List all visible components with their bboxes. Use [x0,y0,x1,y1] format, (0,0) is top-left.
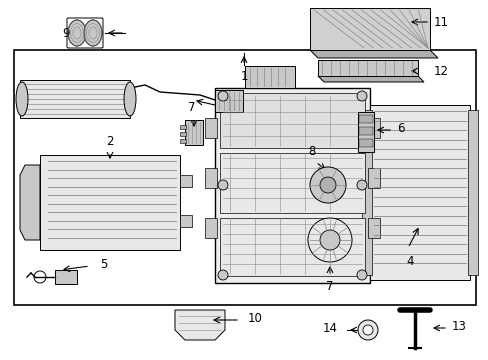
Text: 5: 5 [100,257,107,270]
Bar [220,218,364,276]
Bar [20,80,130,118]
Circle shape [357,320,377,340]
Text: 6: 6 [396,122,404,135]
Bar [14,50,475,305]
Bar [55,270,77,284]
Bar [180,139,185,143]
Circle shape [309,167,346,203]
Circle shape [218,91,227,101]
Circle shape [218,270,227,280]
Text: 9: 9 [62,27,70,40]
Text: 14: 14 [323,321,337,334]
Bar [40,155,180,250]
Text: 2: 2 [106,135,114,148]
Bar [204,118,217,138]
Bar [309,8,429,50]
Bar [184,120,203,145]
Text: 12: 12 [433,64,448,77]
Ellipse shape [68,20,86,46]
Text: 3: 3 [231,99,239,113]
Bar [244,66,294,88]
Bar [358,115,372,123]
Circle shape [356,91,366,101]
Text: 13: 13 [451,320,466,333]
Polygon shape [20,165,40,240]
Bar [215,88,369,283]
Bar [367,218,379,238]
Ellipse shape [16,82,28,116]
Bar [317,60,417,76]
Bar [369,105,469,280]
Polygon shape [309,50,437,58]
Circle shape [356,180,366,190]
Ellipse shape [124,82,136,116]
Bar [357,112,373,152]
Bar [180,215,192,227]
Text: 7: 7 [325,280,333,293]
Circle shape [319,230,339,250]
Circle shape [218,180,227,190]
Bar [367,168,379,188]
Ellipse shape [84,20,102,46]
Bar [180,125,185,129]
Bar [467,110,477,275]
Bar [367,118,379,138]
Bar [180,132,185,136]
Text: 1: 1 [240,70,247,83]
Bar [215,90,243,112]
Text: 10: 10 [247,311,263,324]
Bar [220,153,364,213]
Circle shape [362,325,372,335]
Bar [204,168,217,188]
Circle shape [319,177,335,193]
Polygon shape [317,76,423,82]
Text: 11: 11 [433,15,448,28]
Circle shape [307,218,351,262]
Text: 8: 8 [307,145,315,158]
Bar [361,110,371,275]
Bar [358,127,372,135]
Bar [358,139,372,147]
Text: 4: 4 [406,255,413,268]
Polygon shape [175,310,224,340]
Text: 7: 7 [188,101,195,114]
Bar [220,93,364,148]
Bar [180,175,192,187]
Bar [204,218,217,238]
Circle shape [356,270,366,280]
